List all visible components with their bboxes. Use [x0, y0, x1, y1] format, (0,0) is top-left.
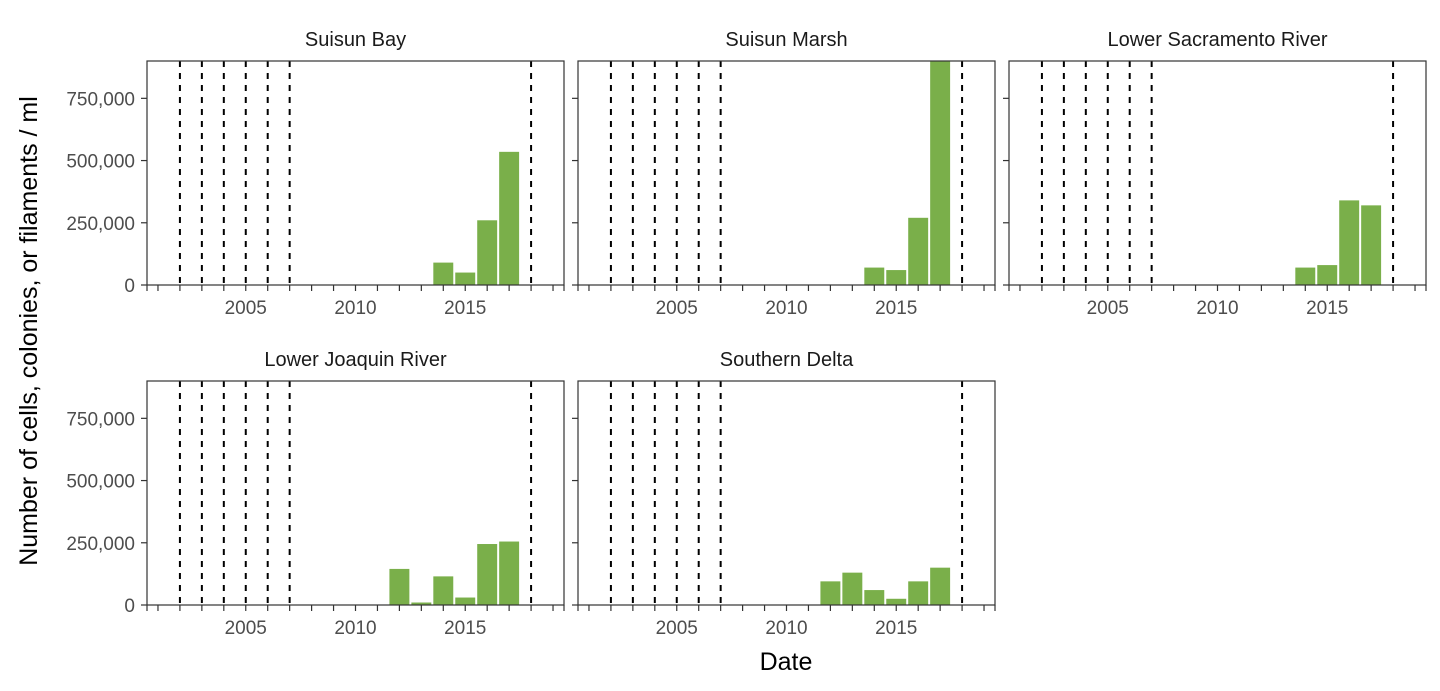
x-tick-label: 2005: [656, 618, 698, 639]
x-axis-title: Date: [760, 648, 813, 676]
x-tick-label: 2005: [225, 298, 267, 319]
facet-panel: Suisun Bay 0 250,000 500,000 750,000 2005 2010…: [66, 29, 565, 319]
bar: [1361, 205, 1382, 285]
y-axis-title: Number of cells, colonies, or filaments …: [15, 96, 43, 566]
x-tick-label: 2015: [1306, 298, 1348, 319]
x-tick-label: 2005: [1087, 298, 1129, 319]
bar: [433, 576, 454, 605]
facet-panel: Lower Joaquin River 0 250,000 500,000 750,00…: [66, 349, 565, 639]
bar: [886, 270, 907, 285]
y-tick-label: 500,000: [66, 152, 135, 173]
facet-title: Suisun Bay: [305, 29, 406, 51]
x-tick-label: 2010: [765, 618, 807, 639]
bar: [842, 572, 863, 605]
bar: [477, 220, 498, 285]
y-tick-label: 0: [124, 276, 135, 297]
facet-title: Southern Delta: [720, 349, 854, 371]
x-tick-label: 2010: [765, 298, 807, 319]
facet-title: Lower Joaquin River: [264, 349, 447, 371]
bar: [499, 151, 520, 285]
bar: [908, 581, 929, 605]
x-tick-label: 2005: [225, 618, 267, 639]
x-tick-label: 2015: [875, 298, 917, 319]
panels-layer: Suisun Bay 0 250,000 500,000 750,000 2005 2010…: [66, 29, 1427, 639]
facet-title: Lower Sacramento River: [1107, 29, 1327, 51]
bar: [864, 267, 885, 285]
bar: [389, 568, 410, 605]
bar: [1317, 265, 1338, 285]
x-tick-label: 2015: [444, 618, 486, 639]
x-tick-label: 2010: [1196, 298, 1238, 319]
x-tick-label: 2005: [656, 298, 698, 319]
facet-panel: Southern Delta 2005 2010 2015: [572, 349, 996, 639]
bar: [499, 541, 520, 605]
facet-panel: Lower Sacramento River 2005 2010 2015: [1003, 29, 1427, 319]
y-tick-label: 750,000: [66, 89, 135, 110]
bar: [433, 262, 454, 285]
bar: [1339, 200, 1360, 285]
bar: [930, 61, 951, 285]
bar: [908, 217, 929, 285]
bar: [930, 567, 951, 605]
x-tick-label: 2015: [875, 618, 917, 639]
bar: [864, 590, 885, 605]
bar: [820, 581, 841, 605]
bar: [411, 602, 432, 605]
x-tick-label: 2010: [334, 618, 376, 639]
y-tick-label: 500,000: [66, 472, 135, 493]
x-tick-label: 2010: [334, 298, 376, 319]
y-tick-label: 0: [124, 596, 135, 617]
x-tick-label: 2015: [444, 298, 486, 319]
y-tick-label: 750,000: [66, 409, 135, 430]
bar: [1295, 267, 1316, 285]
facet-title: Suisun Marsh: [725, 29, 847, 51]
facet-panel: Suisun Marsh 2005 2010 2015: [572, 29, 996, 319]
y-tick-label: 250,000: [66, 214, 135, 235]
bar: [477, 544, 498, 605]
bar: [455, 272, 476, 285]
bar: [455, 597, 476, 605]
y-tick-label: 250,000: [66, 534, 135, 555]
bar: [886, 598, 907, 605]
